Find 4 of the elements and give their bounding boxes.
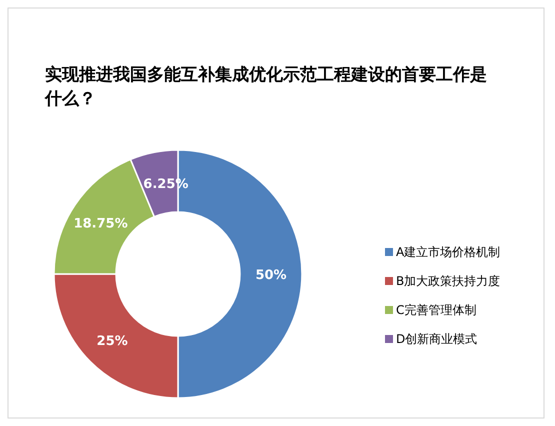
chart-title: 实现推进我国多能互补集成优化示范工程建设的首要工作是什么？ [44, 65, 487, 109]
data-label: 25% [96, 334, 128, 349]
data-label: 18.75% [74, 216, 128, 232]
data-label: 50% [255, 268, 287, 283]
